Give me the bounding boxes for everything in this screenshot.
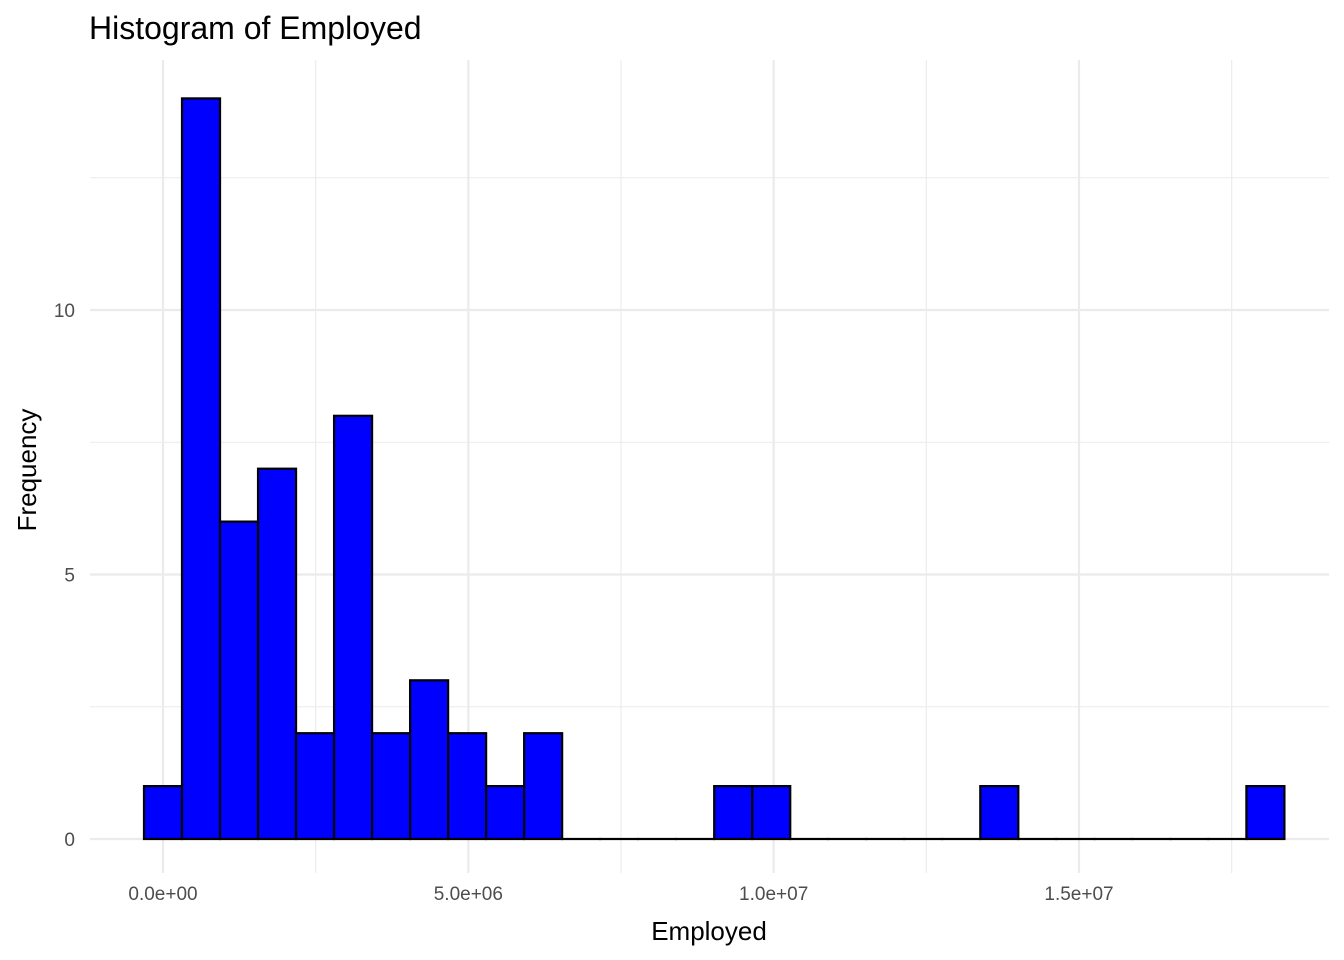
histogram-bar: [218, 520, 260, 841]
x-tick-label: 1.0e+07: [739, 884, 808, 905]
histogram-bar: [294, 732, 336, 841]
histogram-bar: [751, 784, 792, 841]
x-tick-label: 5.0e+06: [434, 884, 503, 905]
y-tick-label: 0: [64, 830, 75, 851]
histogram-bar: [485, 784, 526, 841]
histogram-bar: [332, 414, 374, 841]
y-axis-label: Frequency: [12, 409, 42, 532]
histogram-bar: [1245, 784, 1286, 841]
x-tick-label: 1.5e+07: [1044, 884, 1113, 905]
x-axis-label: Employed: [651, 916, 767, 946]
bars: [142, 97, 1286, 841]
histogram-bar: [447, 732, 488, 841]
x-tick-label: 0.0e+00: [128, 884, 197, 905]
histogram-bar: [523, 732, 564, 841]
y-axis-ticks: 0 5 10: [54, 301, 75, 851]
histogram-bar: [370, 732, 412, 841]
y-tick-label: 10: [54, 301, 75, 322]
x-axis-ticks: 0.0e+00 5.0e+06 1.0e+07 1.5e+07: [128, 884, 1113, 905]
histogram-bar: [256, 467, 298, 841]
histogram-bar: [142, 784, 184, 841]
y-tick-label: 5: [64, 566, 75, 587]
histogram-bar: [979, 784, 1020, 841]
histogram-bar: [180, 97, 222, 841]
histogram-bar: [408, 679, 450, 841]
histogram-bar: [713, 784, 754, 841]
chart-title: Histogram of Employed: [89, 10, 422, 46]
